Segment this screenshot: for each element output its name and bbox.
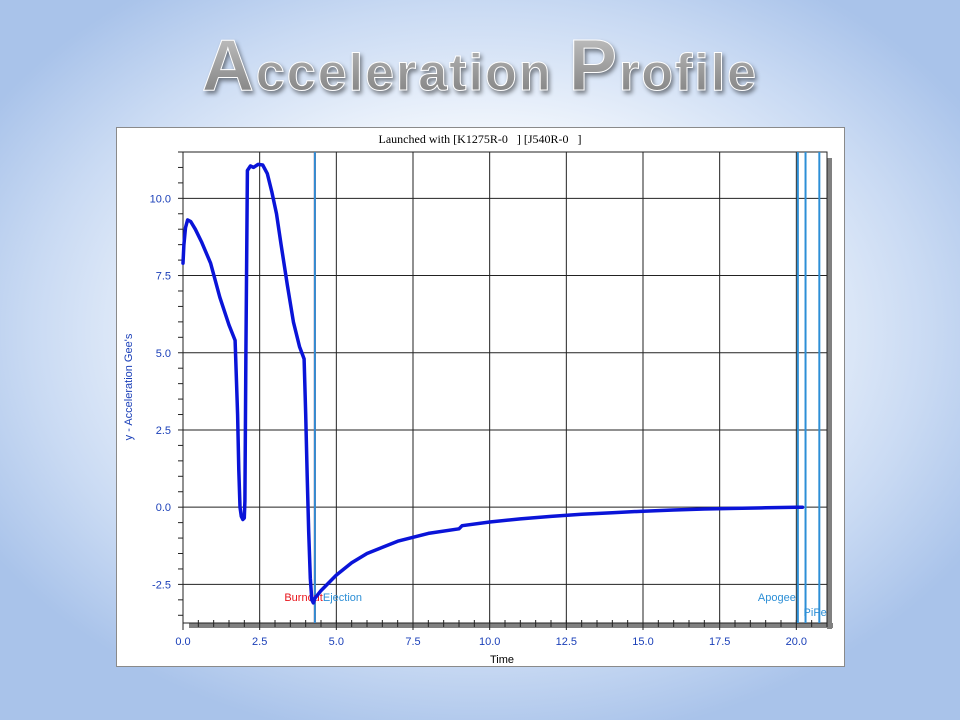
title-rest-1: cceleration <box>256 44 553 102</box>
plot-shadow-bottom <box>189 623 833 628</box>
plot-shadow <box>189 158 833 629</box>
axis-tick-labels: 0.0 2.5 5.0 7.5 10.0 12.5 15.0 17.5 20.0 10.0 7.5 5… <box>150 193 807 648</box>
slide-title-graphic: Acceleration Profile <box>201 26 758 107</box>
title-initial-a: A <box>202 26 256 106</box>
title-rest-2: rofile <box>619 44 758 102</box>
plot-shadow-right <box>827 158 832 629</box>
event-label-ejection: Ejection <box>323 592 362 604</box>
acceleration-chart: 0.0 2.5 5.0 7.5 10.0 12.5 15.0 17.5 20.0 10.0 7.5 5… <box>123 132 833 666</box>
x-tick-label: 0.0 <box>175 636 190 648</box>
y-tick-label: 2.5 <box>156 425 171 437</box>
slide-title: Acceleration Profile <box>0 22 960 112</box>
event-label-pi: Pi <box>804 607 814 619</box>
event-label-apogee: Apogee <box>758 592 796 604</box>
chart-title: Launched with [K1275R-0 ] [J540R-0 ] <box>379 132 582 146</box>
title-space <box>552 44 568 102</box>
y-tick-label: 10.0 <box>150 193 171 205</box>
x-tick-label: 2.5 <box>252 636 267 648</box>
y-tick-label: 0.0 <box>156 502 171 514</box>
axis-ticks <box>178 151 828 630</box>
y-tick-label: 5.0 <box>156 348 171 360</box>
x-tick-label: 10.0 <box>479 636 500 648</box>
chart-frame: 0.0 2.5 5.0 7.5 10.0 12.5 15.0 17.5 20.0 10.0 7.5 5… <box>116 127 845 667</box>
x-tick-label: 15.0 <box>632 636 653 648</box>
x-tick-label: 20.0 <box>786 636 807 648</box>
data-series <box>181 162 805 605</box>
x-axis-label: Time <box>490 654 514 666</box>
x-tick-label: 12.5 <box>556 636 577 648</box>
event-label-pe: Pe <box>813 607 826 619</box>
title-initial-p: P <box>569 26 619 106</box>
y-tick-label: -2.5 <box>152 579 171 591</box>
y-axis-label: y - Acceleration Gee's <box>123 333 135 440</box>
x-tick-label: 7.5 <box>405 636 420 648</box>
x-tick-label: 17.5 <box>709 636 730 648</box>
plot-grid <box>182 151 828 624</box>
y-tick-label: 7.5 <box>156 271 171 283</box>
acceleration-series-line <box>181 162 805 605</box>
plot-area <box>182 151 828 624</box>
x-tick-label: 5.0 <box>329 636 344 648</box>
slide-title-text: Acceleration Profile <box>202 26 758 106</box>
